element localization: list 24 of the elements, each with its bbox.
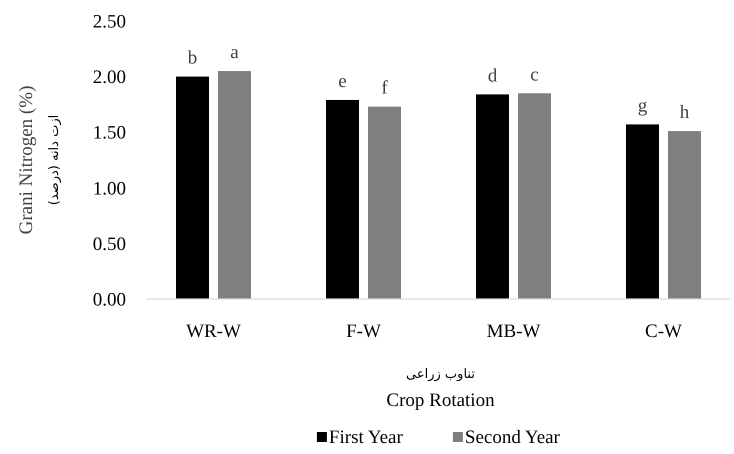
- text: تناوب زراعی: [406, 367, 476, 382]
- y-tick-label: 1.00: [92, 178, 126, 200]
- x-axis-title: Crop Rotation: [386, 390, 496, 411]
- y-tick-label: 0.00: [92, 290, 126, 310]
- x-tick-label: MB-W: [486, 321, 540, 342]
- annotation: h: [680, 102, 690, 124]
- annotation: d: [488, 65, 498, 86]
- annotation: c: [530, 64, 539, 86]
- x-tick-label: C-W: [645, 321, 682, 342]
- annotation: g: [638, 95, 648, 116]
- y-tick-label: 2.00: [92, 67, 126, 88]
- legend-label: Second Year: [464, 427, 561, 448]
- text: ازت دانه (درصد): [47, 114, 62, 206]
- annotation: b: [188, 48, 198, 69]
- annotation: f: [381, 78, 388, 99]
- annotation: e: [338, 70, 347, 92]
- x-tick-label: F-W: [346, 321, 381, 342]
- y-tick-label: 1.50: [92, 122, 126, 144]
- y-tick-label: 0.50: [92, 234, 126, 255]
- annotation: a: [230, 42, 240, 64]
- y-axis-title: Grani Nitrogen (%): [16, 86, 37, 234]
- legend-label: First Year: [328, 427, 404, 448]
- x-tick-label: WR-W: [186, 321, 241, 342]
- y-tick-label: 2.50: [92, 12, 126, 32]
